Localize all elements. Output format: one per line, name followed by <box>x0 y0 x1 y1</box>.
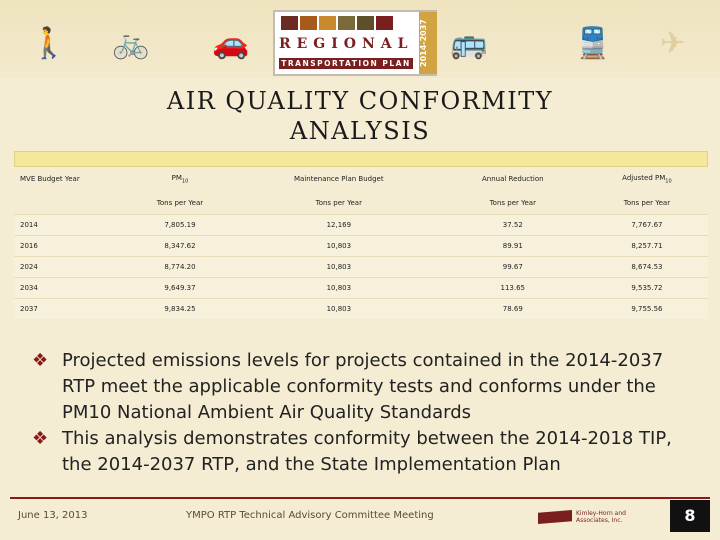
table-row: 2016 8,347.62 10,803 89.91 8,257.71 <box>14 235 708 257</box>
reduction-cell: 113.65 <box>439 277 586 299</box>
table-header-row: MVE Budget Year PM10 Maintenance Plan Bu… <box>14 166 708 192</box>
reduction-cell: 37.52 <box>439 214 586 236</box>
year-cell: 2016 <box>14 235 122 257</box>
pedestrian-icon: 🚶 <box>30 26 68 61</box>
logo-swatch <box>357 16 374 30</box>
budget-cell: 12,169 <box>237 214 440 236</box>
table-row: 2037 9,834.25 10,803 78.69 9,755.56 <box>14 298 708 319</box>
pm10-cell: 8,347.62 <box>122 235 238 257</box>
adjusted-cell: 7,767.67 <box>585 214 708 236</box>
table-row: 2034 9,649.37 10,803 113.65 9,535.72 <box>14 277 708 299</box>
logo-swatch <box>300 16 317 30</box>
year-cell: 2014 <box>14 214 122 236</box>
bus-icon: 🚌 <box>450 26 488 61</box>
header-banner: 🚶 🚲 🚗 🚌 🚆 ✈ REGIONAL TRANSPORTATION PLAN… <box>0 0 720 78</box>
header-annual-reduction: Annual Reduction <box>481 175 544 183</box>
pm10-cell: 7,805.19 <box>122 214 238 236</box>
logo-subtitle: TRANSPORTATION PLAN <box>279 58 413 69</box>
company-logo: Kimley-Horn and Associates, Inc. <box>538 510 636 524</box>
bullet-text: Projected emissions levels for projects … <box>62 350 664 423</box>
bicycle-icon: 🚲 <box>112 26 150 61</box>
reduction-cell: 78.69 <box>439 298 586 319</box>
slide-title: AIR QUALITY CONFORMITY ANALYSIS <box>166 87 554 145</box>
footer-date: June 13, 2013 <box>18 510 88 521</box>
logo-regional: REGIONAL <box>279 36 414 52</box>
bullet-item: ❖ Projected emissions levels for project… <box>32 348 692 426</box>
bullet-item: ❖ This analysis demonstrates conformity … <box>32 426 692 478</box>
car-icon: 🚗 <box>212 26 250 61</box>
header-adjusted-pm10: Adjusted PM10 <box>622 173 672 185</box>
diamond-bullet-icon: ❖ <box>32 350 49 371</box>
budget-cell: 10,803 <box>237 277 440 299</box>
pm10-cell: 9,834.25 <box>122 298 238 319</box>
adjusted-cell: 8,674.53 <box>585 256 708 278</box>
pm10-cell: 9,649.37 <box>122 277 238 299</box>
budget-cell: 10,803 <box>237 298 440 319</box>
units-cell: Tons per Year <box>489 199 536 207</box>
table-units-row: Tons per Year Tons per Year Tons per Yea… <box>14 192 708 215</box>
rtp-logo: REGIONAL TRANSPORTATION PLAN 2014-2037 <box>273 10 437 76</box>
adjusted-cell: 9,755.56 <box>585 298 708 319</box>
header-pm10: PM10 <box>171 173 189 185</box>
conformity-table: MVE Budget Year PM10 Maintenance Plan Bu… <box>14 166 708 319</box>
reduction-cell: 89.91 <box>439 235 586 257</box>
kimley-horn-logo-icon <box>538 510 572 524</box>
bullet-text: This analysis demonstrates conformity be… <box>62 428 672 475</box>
units-cell: Tons per Year <box>156 199 204 207</box>
budget-cell: 10,803 <box>237 235 440 257</box>
logo-swatch <box>281 16 298 30</box>
header-mve-budget-year: MVE Budget Year <box>20 175 80 183</box>
footer-meeting: YMPO RTP Technical Advisory Committee Me… <box>186 510 434 521</box>
bullet-list: ❖ Projected emissions levels for project… <box>32 348 692 478</box>
diamond-bullet-icon: ❖ <box>32 428 49 449</box>
reduction-cell: 99.67 <box>439 256 586 278</box>
table-row: 2024 8,774.20 10,803 99.67 8,674.53 <box>14 256 708 278</box>
units-cell <box>14 192 122 215</box>
footer-divider <box>10 497 710 499</box>
year-cell: 2034 <box>14 277 122 299</box>
table-header-bar <box>14 151 708 167</box>
airplane-icon: ✈ <box>660 26 686 61</box>
logo-swatch <box>338 16 355 30</box>
logo-years: 2014-2037 <box>419 12 437 74</box>
pm10-cell: 8,774.20 <box>122 256 238 278</box>
page-number: 8 <box>670 500 710 532</box>
logo-icon-row <box>281 16 393 30</box>
year-cell: 2037 <box>14 298 122 319</box>
table-row: 2014 7,805.19 12,169 37.52 7,767.67 <box>14 214 708 236</box>
units-cell: Tons per Year <box>623 199 671 207</box>
adjusted-cell: 9,535.72 <box>585 277 708 299</box>
train-icon: 🚆 <box>574 26 612 61</box>
adjusted-cell: 8,257.71 <box>585 235 708 257</box>
year-cell: 2024 <box>14 256 122 278</box>
company-name: Kimley-Horn and Associates, Inc. <box>576 510 626 524</box>
budget-cell: 10,803 <box>237 256 440 278</box>
logo-swatch <box>376 16 393 30</box>
units-cell: Tons per Year <box>315 199 362 207</box>
header-maintenance-plan-budget: Maintenance Plan Budget <box>294 175 384 183</box>
logo-swatch <box>319 16 336 30</box>
